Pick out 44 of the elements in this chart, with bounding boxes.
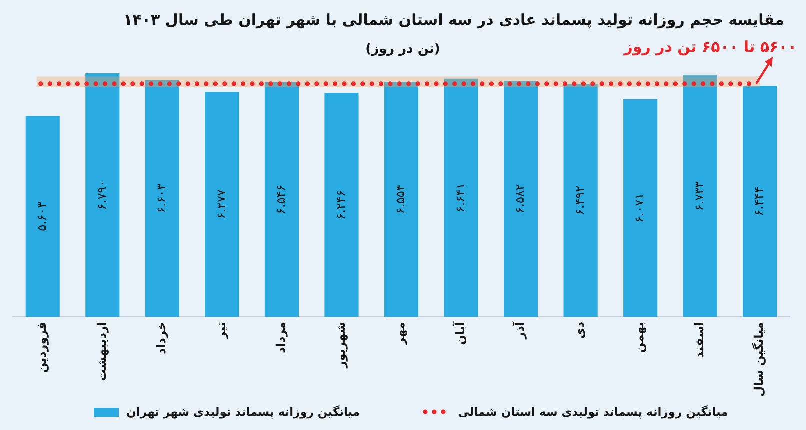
- data-label: ۶.۴۴۴: [752, 186, 766, 216]
- x-tick-label: مهر: [394, 322, 408, 346]
- data-label: ۶.۲۷۷: [214, 189, 228, 220]
- x-tick-label: شهریور: [334, 322, 348, 370]
- x-tick-label: فروردین: [35, 322, 50, 374]
- bar: [624, 99, 658, 317]
- legend-label: میانگین روزانه پسماند تولیدی سه استان شمالی: [458, 405, 728, 419]
- x-tick-label: بهمن: [632, 322, 647, 354]
- x-tick-label: مرداد: [274, 322, 288, 354]
- x-tick-label: اسفند: [692, 322, 706, 358]
- data-label: ۶.۷۳۳: [692, 180, 706, 212]
- data-label: ۶.۶۰۳: [154, 183, 169, 214]
- x-tick-label: دی: [572, 322, 587, 340]
- x-tick-label: آبان: [452, 321, 468, 346]
- data-label: ۶.۰۷۱: [632, 193, 647, 223]
- x-tick-label: اردیبهشت: [94, 322, 109, 382]
- data-label: ۶.۷۹۰: [94, 180, 109, 210]
- x-tick-label: خرداد: [154, 322, 169, 355]
- bar: [504, 81, 538, 317]
- chart-subtitle: (تن در روز): [366, 42, 440, 57]
- chart-title: مقایسه حجم روزانه تولید پسماند عادی در سه استان شمالی با شهر تهران طی سال ۱۴۰۳: [122, 11, 786, 29]
- bar: [324, 93, 359, 317]
- x-tick-label: تیر: [214, 322, 228, 340]
- data-label: ۵.۶۰۳: [35, 201, 50, 232]
- x-tick-label: میانگین سال: [752, 322, 766, 397]
- bar: [444, 78, 478, 317]
- bar: [743, 86, 778, 317]
- data-label: ۶.۵۵۴: [394, 184, 408, 214]
- bar: [564, 84, 598, 317]
- data-label: ۶.۶۴۱: [453, 183, 468, 213]
- data-label: ۶.۵۸۲: [513, 184, 528, 214]
- bar: [264, 82, 299, 317]
- x-tick-label: آذر: [512, 321, 528, 340]
- bar: [683, 76, 718, 317]
- bar: [205, 92, 240, 317]
- bar: [26, 116, 60, 317]
- bar: [86, 74, 120, 317]
- data-label: ۶.۴۹۲: [572, 186, 587, 216]
- data-label: ۶.۵۴۶: [274, 184, 288, 214]
- bar: [384, 82, 419, 317]
- legend-label: میانگین روزانه پسماند تولیدی شهر تهران: [126, 405, 360, 419]
- bar: [145, 80, 180, 317]
- data-label: ۶.۲۴۶: [334, 190, 348, 220]
- text: ۵۶۰۰ تا ۶۵۰۰ تن در روز: [624, 38, 797, 56]
